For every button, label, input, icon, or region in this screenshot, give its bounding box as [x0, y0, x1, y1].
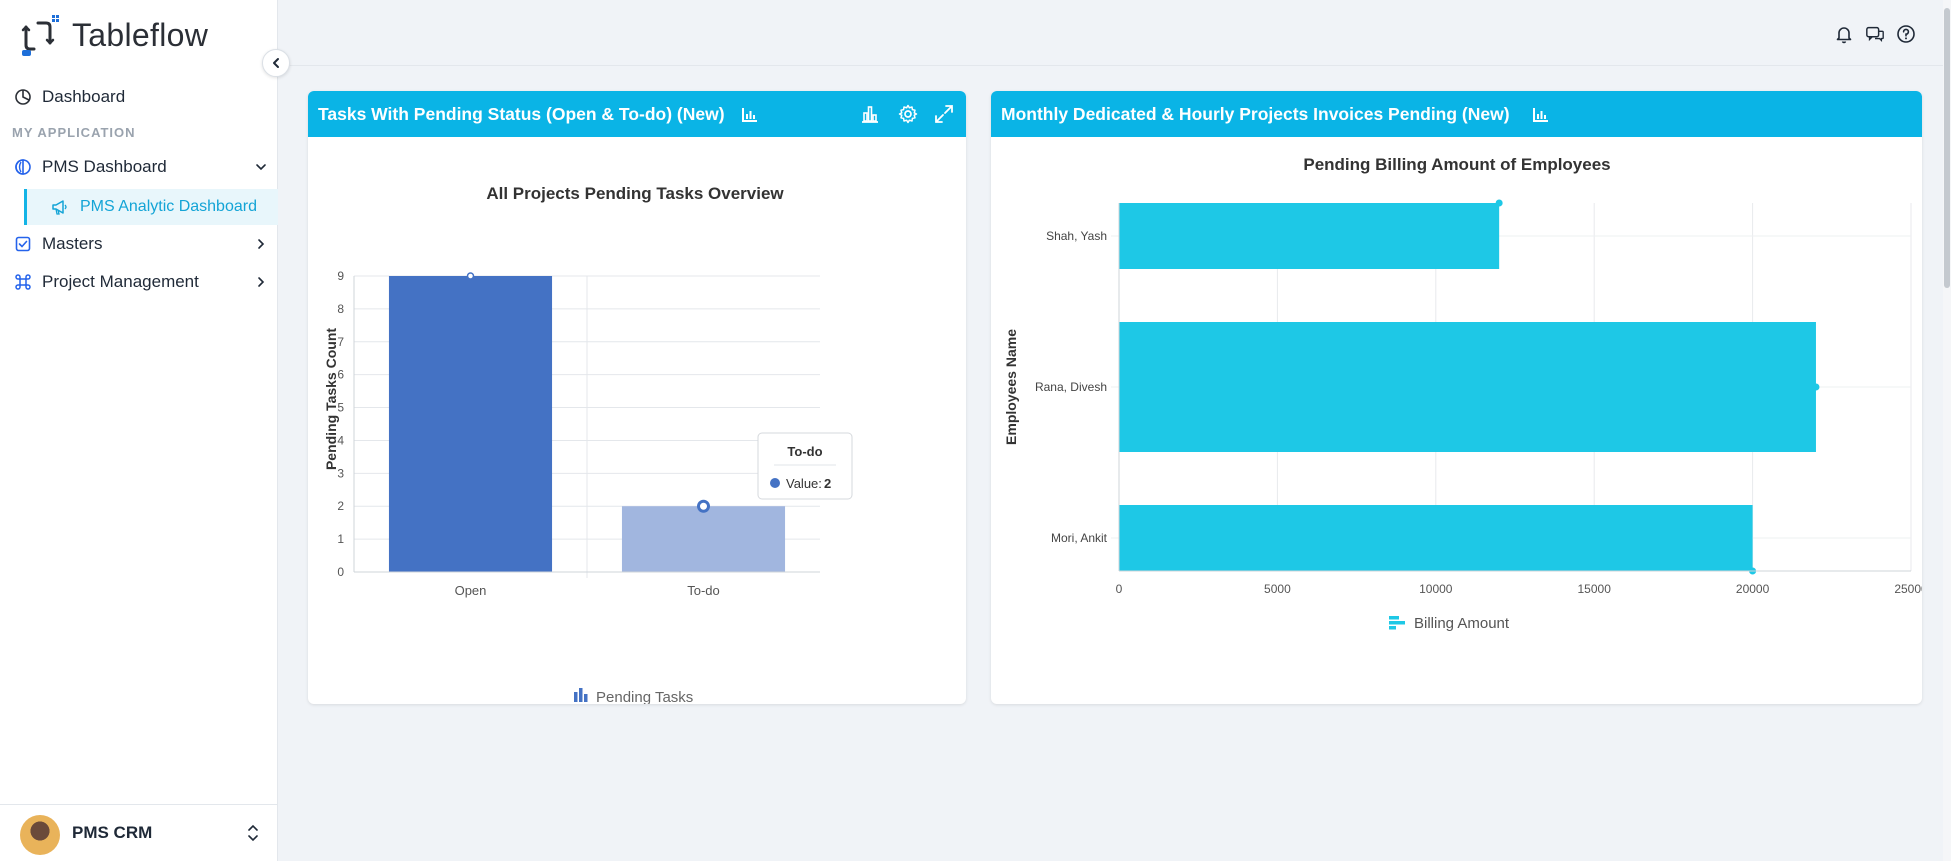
pending-tasks-chart: All Projects Pending Tasks Overview Pend… — [323, 184, 853, 704]
card-title: Tasks With Pending Status (Open & To-do)… — [318, 103, 725, 124]
y-tick-label: 2 — [337, 499, 344, 513]
y-axis-label: Employees Name — [1003, 329, 1019, 445]
x-tick-label: 25000 — [1894, 582, 1922, 596]
circle-half-icon — [14, 158, 32, 176]
expand-icon[interactable] — [934, 104, 954, 124]
sidebar-item-label: PMS Analytic Dashboard — [80, 198, 257, 215]
bar-rana-divesh[interactable] — [1119, 322, 1816, 452]
y-tick-label: 9 — [337, 269, 344, 283]
y-axis-label: Pending Tasks Count — [323, 328, 339, 470]
app-logo[interactable]: Tableflow — [18, 12, 208, 58]
invoices-pending-card: Monthly Dedicated & Hourly Projects Invo… — [991, 91, 1922, 704]
sidebar-item-project-management[interactable]: Project Management — [0, 265, 278, 299]
bar-chart-icon — [1533, 108, 1548, 122]
card-header: Monthly Dedicated & Hourly Projects Invo… — [991, 91, 1922, 137]
billing-amount-chart: Pending Billing Amount of Employees Empl… — [1003, 155, 1922, 632]
chart-legend[interactable]: Pending Tasks — [574, 688, 693, 704]
bar-chart-icon — [742, 108, 757, 122]
chevron-right-icon — [258, 239, 265, 249]
x-tick-label: 20000 — [1736, 582, 1770, 596]
chart-title: Pending Billing Amount of Employees — [1303, 155, 1610, 174]
user-name: PMS CRM — [72, 823, 153, 842]
chart-legend[interactable]: Billing Amount — [1389, 615, 1510, 632]
y-tick-label: 8 — [337, 302, 344, 316]
sidebar-item-masters[interactable]: Masters — [0, 227, 278, 261]
sidebar-item-label: Masters — [42, 234, 103, 253]
sidebar-item-pms-dashboard[interactable]: PMS Dashboard — [0, 150, 278, 184]
scrollbar-thumb[interactable] — [1944, 8, 1950, 288]
x-tick-label: 0 — [1116, 582, 1123, 596]
bar-point[interactable] — [1495, 199, 1503, 207]
y-tick-label: 4 — [337, 433, 344, 447]
x-tick-label: 5000 — [1264, 582, 1291, 596]
bar-point[interactable] — [1812, 383, 1820, 391]
chevron-left-icon — [273, 58, 279, 68]
y-tick-label: 1 — [337, 532, 344, 546]
bell-icon[interactable] — [1834, 24, 1854, 44]
card-title: Monthly Dedicated & Hourly Projects Invo… — [1001, 103, 1510, 124]
chevron-up-down-icon — [248, 824, 258, 842]
chevron-right-icon — [258, 277, 265, 287]
gear-icon[interactable] — [898, 104, 918, 124]
legend-label: Pending Tasks — [596, 689, 693, 704]
legend-bar-icon — [1389, 616, 1405, 630]
x-tick-label: 10000 — [1419, 582, 1453, 596]
y-tick-label: 0 — [337, 565, 344, 579]
chart-tooltip: To-do Value: 2 — [757, 432, 853, 500]
checkbox-icon — [14, 235, 32, 253]
sidebar-item-dashboard[interactable]: Dashboard — [0, 80, 278, 114]
y-tick-label: Rana, Divesh — [1035, 380, 1107, 394]
command-icon — [14, 273, 32, 291]
legend-bar-icon — [574, 688, 588, 702]
pending-tasks-card: Tasks With Pending Status (Open & To-do)… — [308, 91, 966, 704]
tooltip-title: To-do — [787, 444, 822, 459]
chart-title: All Projects Pending Tasks Overview — [486, 184, 784, 203]
bar-point[interactable] — [697, 499, 710, 513]
user-menu[interactable]: PMS CRM — [0, 804, 278, 861]
card-header: Tasks With Pending Status (Open & To-do)… — [308, 91, 966, 137]
chevron-down-icon — [256, 164, 266, 171]
help-icon[interactable] — [1896, 24, 1916, 44]
sidebar-item-label: Dashboard — [42, 87, 126, 106]
tableflow-logo-icon — [18, 13, 62, 57]
y-tick-label: 3 — [337, 466, 344, 480]
pie-chart-icon — [14, 88, 32, 106]
sidebar-item-label: PMS Dashboard — [42, 157, 167, 176]
y-tick-label: Shah, Yash — [1046, 229, 1107, 243]
x-tick-label: 15000 — [1578, 582, 1612, 596]
avatar — [20, 815, 60, 855]
megaphone-icon — [51, 198, 69, 216]
app-name: Tableflow — [72, 16, 209, 53]
bar-shah-yash[interactable] — [1119, 203, 1500, 269]
y-tick-label: 6 — [337, 368, 344, 382]
tooltip-label: Value: — [786, 476, 822, 491]
bar-to-do[interactable] — [621, 506, 786, 572]
section-title: MY APPLICATION — [12, 125, 136, 140]
topbar — [279, 0, 1951, 66]
bar-mori-ankit[interactable] — [1119, 505, 1753, 571]
y-tick-label: Mori, Ankit — [1051, 531, 1108, 545]
sidebar-item-pms-analytic-dashboard[interactable]: PMS Analytic Dashboard — [24, 189, 278, 225]
x-tick-label: To-do — [687, 583, 720, 598]
sidebar-collapse-button[interactable] — [262, 49, 290, 77]
sidebar-item-label: Project Management — [42, 272, 199, 291]
sidebar: Tableflow — [0, 0, 278, 861]
chat-icon[interactable] — [1865, 24, 1885, 44]
x-tick-label: Open — [455, 583, 487, 598]
bar-point[interactable] — [466, 272, 475, 280]
chart-type-icon[interactable] — [860, 104, 880, 124]
tooltip-value: 2 — [824, 476, 831, 491]
legend-label: Billing Amount — [1414, 615, 1510, 632]
page-scrollbar[interactable] — [1943, 0, 1951, 861]
y-tick-label: 7 — [337, 335, 344, 349]
bar-open[interactable] — [388, 276, 553, 572]
y-tick-label: 5 — [337, 401, 344, 415]
